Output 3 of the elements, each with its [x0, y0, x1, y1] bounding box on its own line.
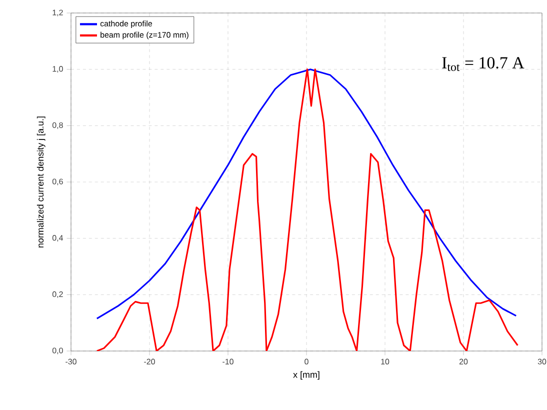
annotation: I$_{tot}$ = 10.7 A — [442, 57, 524, 72]
y-axis-title: normalized current density j [a.u.] — [36, 116, 46, 248]
x-axis-title: x [mm] — [293, 371, 320, 380]
